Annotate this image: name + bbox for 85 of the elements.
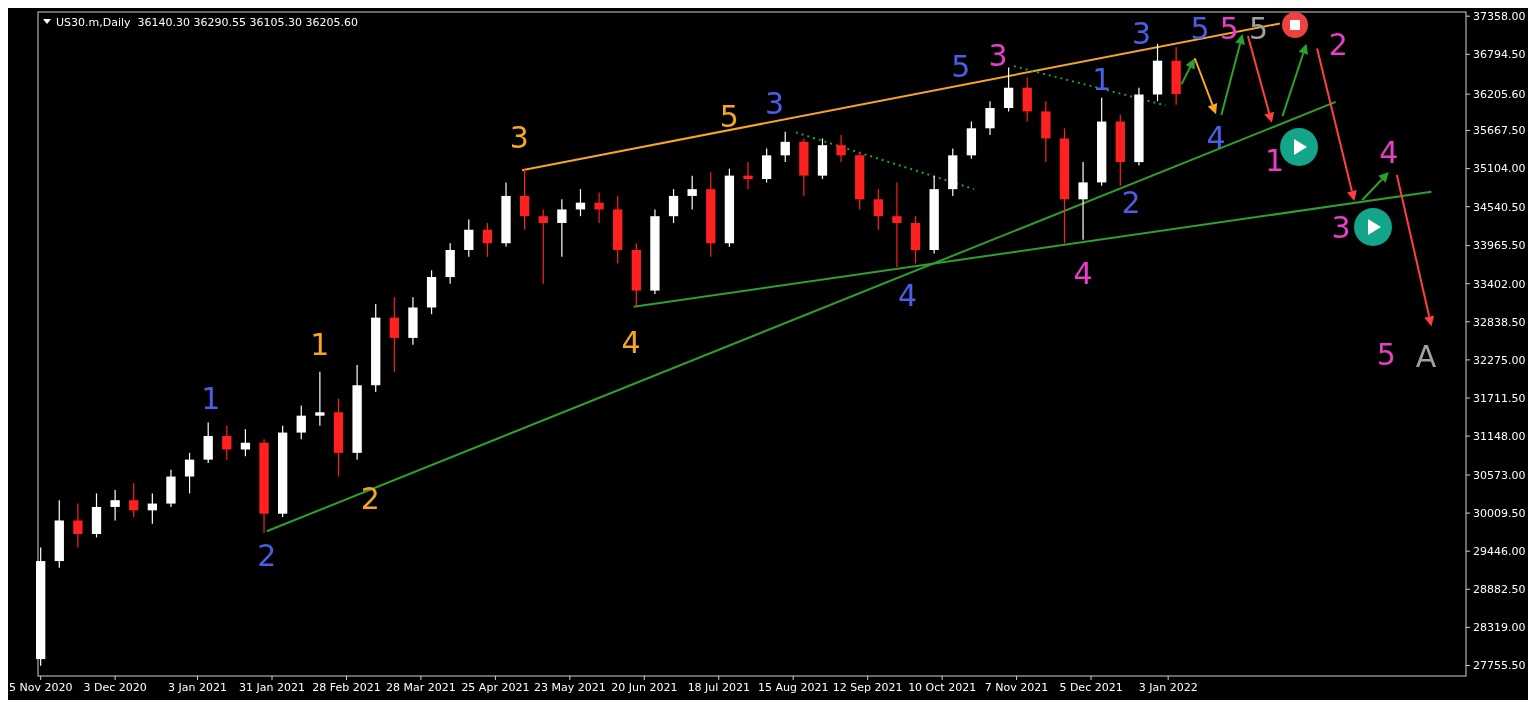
x-tick-label: 7 Nov 2021	[984, 681, 1049, 694]
candlestick	[203, 421, 213, 464]
x-tick-label: 23 May 2021	[533, 681, 606, 694]
candlestick	[1078, 161, 1088, 241]
annotation: 4	[1206, 119, 1226, 155]
y-tick-label: 35667.50	[1473, 124, 1526, 138]
annotation: 3	[1331, 210, 1351, 246]
x-tick-label: 20 Jun 2021	[611, 681, 678, 694]
x-tick-label: 18 Jul 2021	[687, 681, 750, 694]
candlestick	[315, 371, 325, 427]
y-tick-label: 28319.00	[1473, 621, 1526, 635]
annotation: 1	[1092, 62, 1112, 98]
y-tick-label: 36205.60	[1473, 87, 1526, 101]
x-tick-label: 31 Jan 2021	[239, 681, 305, 694]
candlestick	[594, 191, 604, 224]
annotation: 1	[310, 327, 330, 363]
x-tick-label: 3 Jan 2021	[168, 681, 228, 694]
y-tick-label: 34540.50	[1473, 200, 1526, 214]
x-tick-label: 5 Dec 2021	[1059, 681, 1123, 694]
candlestick	[464, 218, 474, 258]
y-tick-label: 27755.50	[1473, 659, 1526, 673]
y-tick-label: 35104.00	[1473, 162, 1526, 176]
candlestick	[519, 168, 530, 231]
candlestick	[129, 482, 139, 518]
annotation: 5	[719, 98, 739, 134]
y-tick-label: 33402.00	[1473, 277, 1526, 291]
y-tick-label: 32275.00	[1473, 353, 1526, 367]
candlestick	[743, 161, 753, 190]
candlestick	[780, 131, 790, 163]
candlestick	[538, 208, 548, 285]
annotation: 1	[1264, 142, 1285, 178]
candlestick	[892, 181, 902, 268]
candlestick	[389, 296, 399, 373]
candlestick	[668, 188, 679, 224]
x-tick-label: 12 Sep 2021	[832, 681, 903, 694]
y-tick-label: 33965.50	[1473, 239, 1526, 253]
y-tick-label: 31148.00	[1473, 429, 1526, 443]
y-tick-label: 30009.50	[1473, 506, 1526, 520]
x-tick-label: 5 Nov 2020	[8, 681, 73, 694]
candlestick	[73, 502, 83, 549]
candlestick	[296, 404, 306, 440]
y-tick-label: 28882.50	[1473, 583, 1526, 597]
annotation: 4	[1379, 135, 1399, 171]
x-tick-label: 25 Apr 2021	[461, 681, 530, 694]
x-tick-label: 10 Oct 2021	[908, 681, 977, 694]
annotation: 5	[1190, 11, 1210, 47]
y-tick-label: 30573.00	[1473, 468, 1526, 482]
annotation: 3	[1132, 16, 1152, 52]
annotation: A	[1415, 339, 1437, 375]
x-tick-label: 3 Dec 2020	[83, 681, 147, 694]
candlestick	[557, 198, 567, 258]
candlestick	[222, 425, 232, 461]
candlestick	[110, 489, 120, 522]
candlestick	[184, 452, 195, 495]
y-tick-label: 37358.00	[1473, 10, 1526, 24]
candlestick	[873, 188, 883, 231]
candlestick	[1003, 66, 1014, 112]
y-tick-label: 31711.50	[1473, 391, 1526, 405]
candlestick	[985, 100, 995, 136]
annotation: 4	[1073, 255, 1093, 291]
annotation: 4	[898, 277, 918, 313]
x-tick-label: 28 Feb 2021	[312, 681, 381, 694]
annotation: 3	[988, 38, 1008, 74]
x-tick-label: 15 Aug 2021	[757, 681, 829, 694]
x-tick-label: 3 Jan 2022	[1138, 681, 1198, 694]
annotation: 4	[621, 325, 641, 361]
y-tick-label: 32838.50	[1473, 315, 1526, 329]
candlestick	[761, 147, 772, 183]
annotation: 5	[951, 48, 971, 84]
annotation: 3	[509, 119, 529, 155]
annotation: 2	[360, 481, 380, 517]
annotation: 2	[1328, 26, 1348, 62]
candlestick	[836, 134, 846, 163]
annotation: 2	[1121, 185, 1141, 221]
x-tick-label: 28 Mar 2021	[386, 681, 456, 694]
candlestick	[687, 175, 697, 211]
annotation: 5	[1376, 336, 1396, 372]
annotation: 3	[765, 86, 785, 122]
candlestick	[1022, 76, 1032, 123]
y-tick-label: 29446.00	[1473, 545, 1526, 559]
annotation: 2	[257, 538, 277, 574]
candlestick	[482, 222, 493, 258]
y-tick-label: 36794.50	[1473, 48, 1526, 62]
annotation: 1	[201, 381, 221, 417]
chart-title: US30.m,Daily 36140.30 36290.55 36105.30 36205.60	[56, 16, 359, 29]
